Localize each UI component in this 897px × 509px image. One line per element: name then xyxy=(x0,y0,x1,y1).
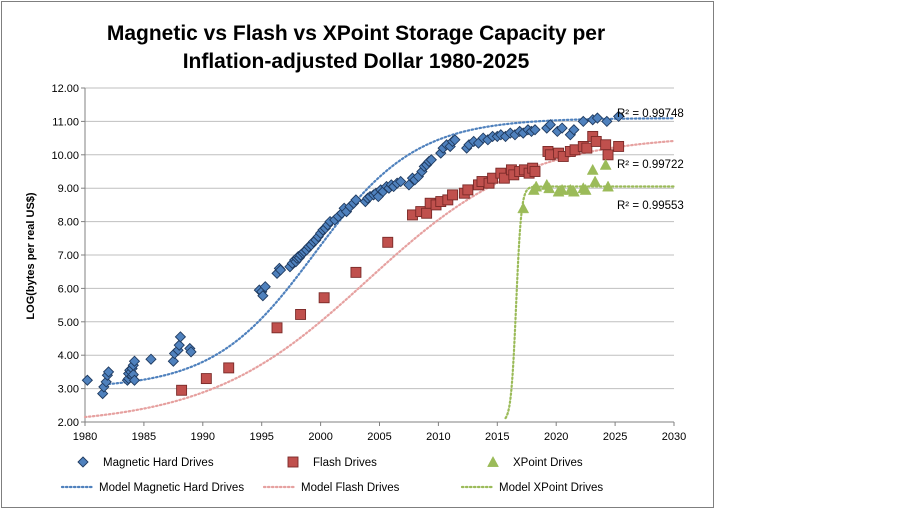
x-tick-label: 2015 xyxy=(485,431,509,443)
magnetic-point xyxy=(556,122,568,134)
magnetic-point xyxy=(185,346,197,358)
x-tick-label: 2020 xyxy=(544,431,568,443)
y-tick-label: 6.00 xyxy=(58,283,79,295)
y-tick-label: 5.00 xyxy=(58,317,79,329)
x-tick-label: 1980 xyxy=(73,431,97,443)
x-tick-label: 1995 xyxy=(249,431,273,443)
xpoint-point xyxy=(602,180,614,192)
y-tick-label: 2.00 xyxy=(58,417,79,429)
y-tick-label: 7.00 xyxy=(58,250,79,262)
magnetic-point xyxy=(128,374,141,386)
legend-flash-model-label: Model Flash Drives xyxy=(301,482,400,494)
gridlines xyxy=(85,87,674,390)
x-tick-label: 2010 xyxy=(426,431,450,443)
flash-point xyxy=(529,166,541,177)
legend-flash-marker xyxy=(287,456,299,468)
flash-point xyxy=(176,384,188,396)
flash-point xyxy=(271,322,283,334)
flash-point xyxy=(318,292,330,304)
r2-flash: R² = 0.99722 xyxy=(617,159,684,171)
flash-point xyxy=(602,149,614,161)
legend-xpoint-marker xyxy=(487,455,499,467)
x-tick-label: 2005 xyxy=(367,431,391,443)
legend-magnetic-label: Magnetic Hard Drives xyxy=(103,457,214,469)
magnetic-point xyxy=(449,134,461,146)
x-tick-label: 2030 xyxy=(662,431,686,443)
magnetic-point xyxy=(577,115,589,128)
model-flash-curve xyxy=(83,139,676,419)
legend: Magnetic Hard Drives Flash Drives XPoint D… xyxy=(60,455,603,494)
xpoint-point xyxy=(589,175,601,187)
model-magnetic-curve xyxy=(107,117,676,386)
magnetic-point xyxy=(591,112,604,124)
flash-point xyxy=(350,266,362,278)
y-tick-label: 10.00 xyxy=(51,150,79,162)
xpoint-point xyxy=(599,158,612,170)
chart-title-line1: Magnetic vs Flash vs XPoint Storage Capa… xyxy=(107,22,605,45)
magnetic-point xyxy=(257,290,269,302)
flash-point xyxy=(581,142,593,154)
magnetic-point xyxy=(167,355,179,367)
magnetic-point xyxy=(395,175,407,188)
x-tick-label: 2025 xyxy=(603,431,627,443)
magnetic-point xyxy=(102,366,115,378)
flash-point xyxy=(447,189,458,201)
legend-xpoint-model-label: Model XPoint Drives xyxy=(499,482,603,494)
data-points xyxy=(81,110,625,400)
legend-magnetic-model-label: Model Magnetic Hard Drives xyxy=(99,482,244,494)
magnetic-point xyxy=(81,374,93,386)
magnetic-point xyxy=(174,331,187,343)
flash-point xyxy=(590,135,602,147)
flash-point xyxy=(295,309,307,320)
y-tick-label: 8.00 xyxy=(58,217,79,229)
x-tick-label: 1990 xyxy=(191,431,215,443)
magnetic-point xyxy=(145,353,157,365)
xpoint-point xyxy=(530,180,543,192)
flash-point xyxy=(382,236,394,248)
x-tick-label: 2000 xyxy=(308,431,332,443)
magnetic-point xyxy=(425,154,437,166)
legend-xpoint-label: XPoint Drives xyxy=(513,457,583,469)
magnetic-point xyxy=(568,124,580,136)
chart-frame: Magnetic vs Flash vs XPoint Storage Capa… xyxy=(1,1,714,508)
legend-flash-label: Flash Drives xyxy=(313,457,377,469)
axes: 2.00 3.00 4.00 5.00 6.00 7.00 8.00 9.00 10.00 11.… xyxy=(51,83,686,443)
flash-point xyxy=(462,184,474,196)
x-tick-label: 1985 xyxy=(132,431,156,443)
chart-svg: Magnetic vs Flash vs XPoint Storage Capa… xyxy=(25,22,686,494)
xpoint-point xyxy=(543,182,556,194)
model-curves xyxy=(83,117,676,420)
magnetic-point xyxy=(350,194,362,206)
xpoint-point xyxy=(517,202,530,214)
y-tick-label: 12.00 xyxy=(51,83,79,95)
magnetic-point xyxy=(274,264,287,276)
xpoint-point xyxy=(586,163,599,175)
xpoint-point xyxy=(579,183,592,195)
flash-point xyxy=(613,140,625,152)
r2-magnetic: R² = 0.99748 xyxy=(617,108,684,120)
y-axis-label: LOG(bytes per real US$) xyxy=(25,192,37,319)
y-tick-label: 3.00 xyxy=(58,384,79,396)
r2-labels: R² = 0.99748 R² = 0.99722 R² = 0.99553 xyxy=(617,108,684,212)
flash-point xyxy=(223,362,235,374)
y-tick-label: 9.00 xyxy=(58,183,79,195)
magnetic-point xyxy=(601,115,613,128)
magnetic-point xyxy=(259,281,271,293)
y-tick-label: 4.00 xyxy=(58,350,79,362)
y-tick-label: 11.00 xyxy=(52,116,79,128)
flash-point xyxy=(421,207,433,219)
xpoint-point xyxy=(567,185,580,197)
flash-point xyxy=(600,139,612,151)
legend-magnetic-marker xyxy=(77,456,89,468)
magnetic-point xyxy=(173,339,185,351)
r2-xpoint: R² = 0.99553 xyxy=(617,200,684,212)
magnetic-point xyxy=(529,124,541,136)
xpoint-point xyxy=(556,183,569,195)
chart-title-line2: Inflation-adjusted Dollar 1980-2025 xyxy=(183,50,530,73)
flash-point xyxy=(200,373,212,385)
magnetic-point xyxy=(544,119,556,131)
magnetic-point xyxy=(128,355,141,367)
magnetic-point xyxy=(612,110,625,123)
